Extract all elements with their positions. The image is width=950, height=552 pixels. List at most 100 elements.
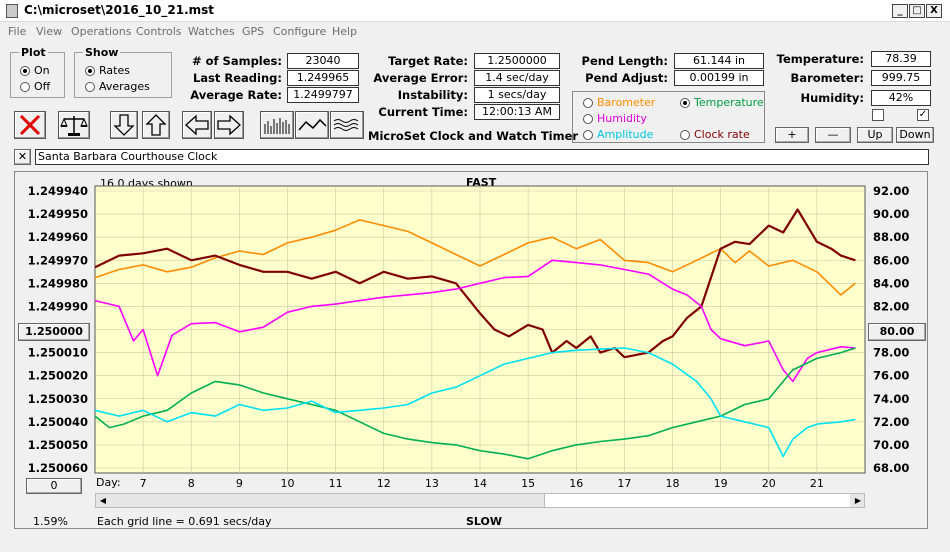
sensor-barometer-label: Barometer bbox=[597, 96, 656, 109]
sensor-barometer-radio[interactable]: Barometer bbox=[583, 96, 655, 109]
menu-gps[interactable]: GPS bbox=[242, 25, 265, 38]
sensor-temperature-radio[interactable]: Temperature bbox=[680, 96, 764, 109]
clear-name-button[interactable]: ✕ bbox=[14, 149, 31, 165]
left-tick-label: 1.250020 bbox=[28, 369, 88, 383]
grid-note-label: Each grid line = 0.691 secs/day bbox=[97, 515, 272, 528]
wave-graph-icon bbox=[333, 119, 359, 131]
left-tick-label: 1.249970 bbox=[28, 253, 88, 267]
x-tick-label: 20 bbox=[762, 477, 776, 490]
app-title-label: MicroSet Clock and Watch Timer bbox=[368, 129, 579, 143]
window-title: C:\microset\2016_10_21.mst bbox=[24, 3, 215, 17]
line-view-button[interactable] bbox=[295, 111, 329, 139]
last-reading-label: Last Reading: bbox=[192, 71, 282, 85]
sensor-amplitude-radio[interactable]: Amplitude bbox=[583, 128, 653, 141]
menu-view[interactable]: View bbox=[36, 25, 63, 38]
plot-group: Plot bbox=[10, 46, 65, 98]
left-tick-label: 1.250010 bbox=[28, 346, 88, 360]
radio-on-icon bbox=[85, 65, 95, 76]
average-rate-label: Average Rate: bbox=[190, 88, 282, 102]
show-rates-radio[interactable]: Rates bbox=[85, 64, 130, 77]
sensor-humidity-radio[interactable]: Humidity bbox=[583, 112, 647, 125]
right-tick-label: 78.00 bbox=[873, 346, 909, 360]
plot-off-radio[interactable]: Off bbox=[20, 80, 50, 93]
minus-button[interactable]: — bbox=[815, 127, 851, 143]
amplitude-series-line bbox=[94, 347, 856, 458]
menu-file[interactable]: File bbox=[8, 25, 27, 38]
left-tick-label: 1.249940 bbox=[28, 184, 88, 198]
checkbox-left[interactable] bbox=[872, 109, 884, 121]
down-arrow-button[interactable] bbox=[110, 111, 138, 139]
sensor-clock-rate-radio[interactable]: Clock rate bbox=[680, 128, 750, 141]
radio-on-icon bbox=[680, 97, 690, 108]
menu-controls[interactable]: Controls bbox=[136, 25, 182, 38]
left-tick-label: 1.249980 bbox=[28, 276, 88, 290]
minimize-button[interactable]: _ bbox=[892, 4, 908, 18]
wave-view-button[interactable] bbox=[330, 111, 364, 139]
right-center-button[interactable]: 80.00 bbox=[868, 323, 926, 341]
plot-legend: Plot bbox=[21, 46, 46, 59]
sensor-clock-rate-label: Clock rate bbox=[694, 128, 750, 141]
barometer-series-line bbox=[94, 219, 856, 296]
stop-button[interactable] bbox=[14, 111, 46, 139]
arrow-left-icon bbox=[185, 114, 209, 136]
app-icon bbox=[6, 4, 18, 18]
right-tick-label: 74.00 bbox=[873, 392, 909, 406]
arrow-down-icon bbox=[113, 114, 135, 136]
left-arrow-button[interactable] bbox=[182, 111, 212, 139]
close-window-button[interactable]: X bbox=[926, 4, 942, 18]
radio-off-icon bbox=[680, 129, 690, 140]
x-tick-label: 17 bbox=[617, 477, 631, 490]
menu-configure[interactable]: Configure bbox=[273, 25, 327, 38]
arrow-up-icon bbox=[145, 114, 167, 136]
left-tick-label: 1.250030 bbox=[28, 392, 88, 406]
menu-operations[interactable]: Operations bbox=[71, 25, 132, 38]
checkbox-right[interactable]: ✓ bbox=[917, 109, 929, 121]
bar-view-button[interactable] bbox=[260, 111, 294, 139]
humidity-value: 42% bbox=[871, 90, 931, 106]
right-tick-label: 68.00 bbox=[873, 461, 909, 475]
day-prefix-label: Day: bbox=[96, 476, 121, 489]
radio-off-icon bbox=[20, 81, 30, 92]
show-group: Show bbox=[74, 46, 172, 98]
menu-watches[interactable]: Watches bbox=[188, 25, 235, 38]
x-tick-label: 12 bbox=[377, 477, 391, 490]
radio-on-icon bbox=[20, 65, 30, 76]
x-tick-label: 7 bbox=[140, 477, 147, 490]
pend-adjust-value: 0.00199 in bbox=[674, 70, 764, 86]
right-tick-label: 92.00 bbox=[873, 184, 909, 198]
up-button[interactable]: Up bbox=[857, 127, 893, 143]
x-tick-label: 15 bbox=[521, 477, 535, 490]
up-arrow-button[interactable] bbox=[142, 111, 170, 139]
title-bar: C:\microset\2016_10_21.mst _ □ X bbox=[0, 0, 950, 22]
x-tick-label: 18 bbox=[666, 477, 680, 490]
right-tick-label: 70.00 bbox=[873, 438, 909, 452]
scroll-thumb[interactable] bbox=[544, 494, 850, 507]
right-tick-label: 86.00 bbox=[873, 253, 909, 267]
left-center-button[interactable]: 1.250000 bbox=[18, 323, 90, 341]
average-error-label: Average Error: bbox=[373, 71, 468, 85]
plot-on-radio[interactable]: On bbox=[20, 64, 50, 77]
down-button[interactable]: Down bbox=[896, 127, 934, 143]
clock-name-field[interactable]: Santa Barbara Courthouse Clock bbox=[35, 149, 929, 165]
show-averages-radio[interactable]: Averages bbox=[85, 80, 150, 93]
left-tick-label: 1.250060 bbox=[28, 461, 88, 475]
horizontal-scrollbar[interactable]: ◀ ▶ bbox=[95, 493, 865, 508]
right-tick-label: 82.00 bbox=[873, 299, 909, 313]
temperature-value: 78.39 bbox=[871, 51, 931, 67]
scroll-right-icon[interactable]: ▶ bbox=[854, 496, 862, 505]
left-tick-label: 1.249950 bbox=[28, 207, 88, 221]
x-tick-label: 19 bbox=[714, 477, 728, 490]
zero-button[interactable]: 0 bbox=[26, 478, 82, 494]
x-tick-label: 8 bbox=[188, 477, 195, 490]
right-tick-label: 84.00 bbox=[873, 276, 909, 290]
arrow-right-icon bbox=[217, 114, 241, 136]
calibrate-button[interactable] bbox=[58, 111, 90, 139]
radio-off-icon bbox=[85, 81, 95, 92]
maximize-button[interactable]: □ bbox=[909, 4, 925, 18]
plus-button[interactable]: + bbox=[775, 127, 809, 143]
scroll-left-icon[interactable]: ◀ bbox=[99, 496, 107, 505]
right-arrow-button[interactable] bbox=[214, 111, 244, 139]
percent-label: 1.59% bbox=[33, 515, 68, 528]
menu-help[interactable]: Help bbox=[332, 25, 358, 38]
